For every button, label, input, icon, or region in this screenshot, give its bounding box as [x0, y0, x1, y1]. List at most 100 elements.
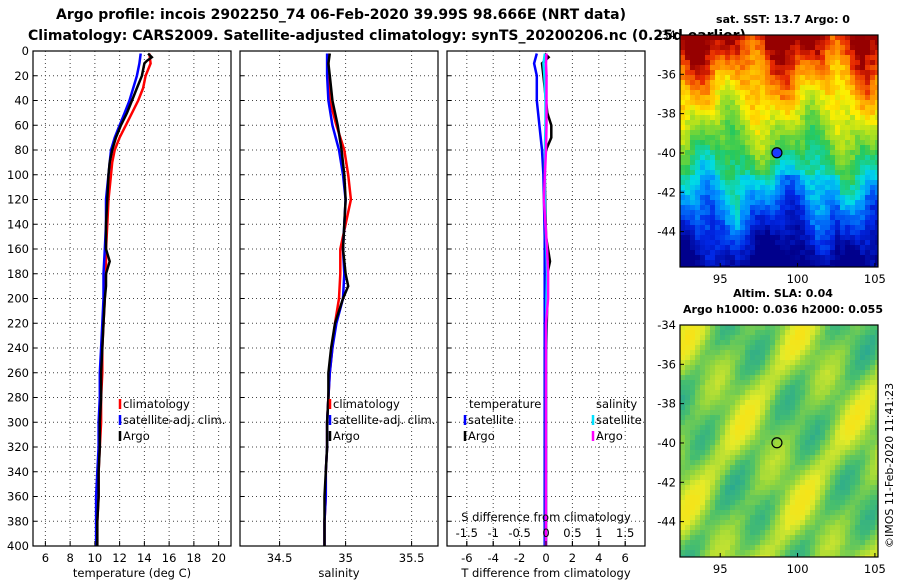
map-cell	[800, 130, 806, 136]
map-cell	[770, 135, 776, 141]
map-cell	[755, 80, 761, 86]
y-tick-label: 240	[7, 341, 29, 355]
map-cell	[720, 205, 726, 211]
legend-header-temperature: temperature	[469, 397, 541, 411]
map-cell	[835, 430, 841, 436]
map-cell	[845, 440, 851, 446]
x-tick-label: 2	[569, 551, 576, 565]
x-tick-label: 12	[112, 551, 127, 565]
map-cell	[815, 220, 821, 226]
map-cell	[750, 135, 756, 141]
map-cell	[830, 190, 836, 196]
map-cell	[740, 420, 746, 426]
map-cell	[770, 205, 776, 211]
map-cell	[830, 70, 836, 76]
map-cell	[875, 205, 878, 211]
x-tick-label: 35	[338, 551, 353, 565]
map-cell	[865, 365, 871, 371]
map-cell	[760, 355, 766, 361]
map-cell	[870, 50, 876, 56]
map-cell	[875, 170, 878, 176]
map-cell	[700, 465, 706, 471]
map-cell	[835, 495, 841, 501]
map-cell	[825, 45, 831, 51]
map-cell	[825, 490, 831, 496]
map-cell	[700, 375, 706, 381]
map-cell	[770, 415, 776, 421]
map-cell	[855, 430, 861, 436]
map-cell	[825, 475, 831, 481]
map-cell	[755, 220, 761, 226]
map-cell	[795, 340, 801, 346]
map-cell	[705, 440, 711, 446]
map-cell	[805, 445, 811, 451]
map-cell	[815, 345, 821, 351]
map-cell	[715, 540, 721, 546]
map-cell	[695, 75, 701, 81]
map-cell	[875, 45, 878, 51]
map-cell	[870, 80, 876, 86]
map-cell	[700, 140, 706, 146]
map-cell	[735, 520, 741, 526]
map-cell	[755, 405, 761, 411]
map-cell	[710, 365, 716, 371]
map-cell	[735, 485, 741, 491]
map-cell	[750, 540, 756, 546]
map-cell	[730, 105, 736, 111]
map-cell	[685, 360, 691, 366]
map-cell	[720, 105, 726, 111]
map-cell	[775, 400, 781, 406]
map-cell	[865, 475, 871, 481]
map-cell	[865, 360, 871, 366]
map-cell	[770, 50, 776, 56]
map-cell	[730, 150, 736, 156]
map-cell	[845, 220, 851, 226]
map-cell	[705, 120, 711, 126]
map-cell	[850, 460, 856, 466]
map-cell	[680, 395, 686, 401]
map-cell	[780, 245, 786, 251]
map-cell	[735, 165, 741, 171]
map-cell	[835, 410, 841, 416]
map-cell	[720, 130, 726, 136]
map-cell	[770, 90, 776, 96]
map-cell	[820, 245, 826, 251]
map-cell	[795, 470, 801, 476]
map-cell	[780, 475, 786, 481]
map-cell	[785, 225, 791, 231]
map-cell	[810, 530, 816, 536]
map-cell	[870, 385, 876, 391]
map-cell	[725, 550, 731, 556]
map-cell	[725, 230, 731, 236]
map-cell	[730, 215, 736, 221]
map-cell	[770, 435, 776, 441]
map-cell	[795, 190, 801, 196]
map-cell	[730, 65, 736, 71]
map-cell	[725, 145, 731, 151]
map-cell	[710, 120, 716, 126]
map-cell	[865, 140, 871, 146]
map-cell	[775, 405, 781, 411]
map-cell	[680, 145, 686, 151]
map-cell	[855, 100, 861, 106]
map-cell	[730, 125, 736, 131]
map-cell	[700, 540, 706, 546]
map-cell	[750, 120, 756, 126]
map-cell	[740, 215, 746, 221]
map-cell	[770, 215, 776, 221]
map-cell	[715, 475, 721, 481]
map-cell	[695, 255, 701, 261]
legend-label: satellite	[468, 413, 514, 427]
map-cell	[855, 485, 861, 491]
map-cell	[795, 75, 801, 81]
map-cell	[740, 90, 746, 96]
map-cell	[740, 380, 746, 386]
map-cell	[810, 35, 816, 41]
map-cell	[835, 445, 841, 451]
x-tick-label: 105	[864, 562, 886, 576]
map-cell	[835, 135, 841, 141]
map-cell	[860, 435, 866, 441]
map-cell	[795, 500, 801, 506]
map-cell	[710, 420, 716, 426]
map-cell	[820, 515, 826, 521]
